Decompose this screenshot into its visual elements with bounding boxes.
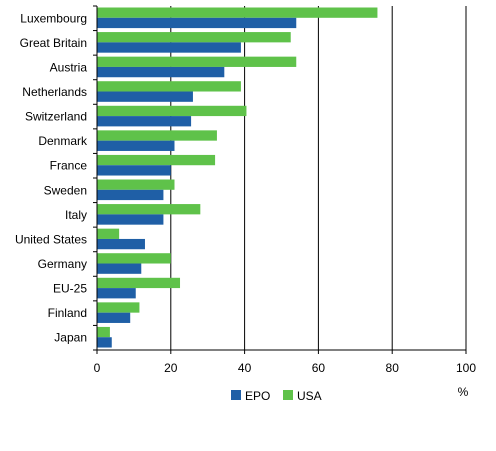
unit-label: % <box>458 385 469 399</box>
bar-epo <box>97 312 131 323</box>
category-label: United States <box>15 232 87 246</box>
x-tick-label: 80 <box>386 361 400 375</box>
bar-usa <box>97 179 175 190</box>
category-label: Netherlands <box>22 85 87 99</box>
category-label: Japan <box>54 331 87 345</box>
bar-epo <box>97 263 142 274</box>
bar-epo <box>97 337 112 348</box>
category-label: France <box>50 159 88 173</box>
bar-usa <box>97 154 216 166</box>
bar-epo <box>97 165 171 176</box>
axes <box>93 5 467 354</box>
bar-usa <box>97 130 217 141</box>
bar-epo <box>97 17 297 29</box>
legend-label-epo: EPO <box>245 389 270 403</box>
bar-epo <box>97 116 192 127</box>
category-label: Switzerland <box>25 110 87 124</box>
category-label: Denmark <box>38 134 88 148</box>
x-tick-label: 0 <box>94 361 101 375</box>
x-tick-label: 20 <box>164 361 178 375</box>
bar-usa <box>97 277 181 289</box>
x-tick-label: 40 <box>238 361 252 375</box>
bar-usa <box>97 228 120 239</box>
bar-usa <box>97 302 140 313</box>
x-tick-label: 100 <box>456 361 476 375</box>
category-label: Luxembourg <box>20 11 87 25</box>
legend-swatch-epo <box>231 390 241 400</box>
category-labels: Luxembourg Great Britain Austria Netherland… <box>15 11 88 344</box>
bar-usa <box>97 105 247 117</box>
bar-epo <box>97 238 145 250</box>
bar-usa <box>97 81 241 92</box>
bars <box>97 7 378 348</box>
category-label: Germany <box>38 257 87 271</box>
bar-usa <box>97 253 171 264</box>
category-label: Sweden <box>44 183 87 197</box>
category-label: Italy <box>65 208 87 222</box>
bar-epo <box>97 42 241 53</box>
category-label: Great Britain <box>20 36 87 50</box>
category-label: Austria <box>50 60 88 74</box>
bar-usa <box>97 56 297 67</box>
bar-epo <box>97 91 193 102</box>
legend-swatch-usa <box>283 390 293 400</box>
x-tick-label: 60 <box>312 361 326 375</box>
x-tick-labels: 0 20 40 60 80 100 <box>94 361 477 375</box>
category-label: EU-25 <box>53 282 87 296</box>
bar-epo <box>97 189 164 201</box>
bar-epo <box>97 140 175 151</box>
legend: EPO USA <box>231 389 322 403</box>
bar-usa <box>97 32 291 43</box>
bar-usa <box>97 326 110 338</box>
bar-epo <box>97 214 164 225</box>
bar-usa <box>97 204 201 215</box>
bar-usa <box>97 7 378 18</box>
bar-epo <box>97 288 136 299</box>
legend-label-usa: USA <box>297 389 322 403</box>
bar-epo <box>97 66 225 78</box>
category-label: Finland <box>48 306 87 320</box>
